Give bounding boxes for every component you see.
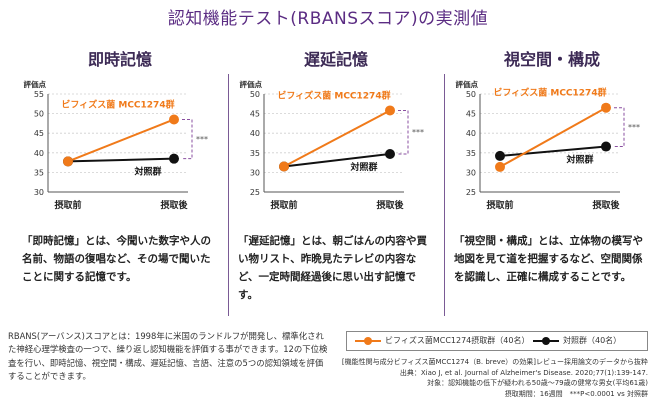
description-delayed-memory: 「遅延記憶」とは、朝ごはんの内容や買い物リスト、昨晩見たテレビの内容など、一定時…: [238, 235, 427, 301]
data-point-treatment: [385, 105, 395, 116]
y-tick-label: 25: [466, 188, 476, 197]
legend-label-control: 対照群（40名）: [563, 336, 622, 345]
y-tick-label: 40: [250, 129, 260, 138]
series-line-treatment: [283, 109, 391, 168]
chart-title: 即時記憶: [87, 50, 152, 69]
y-tick-label: 45: [466, 110, 476, 119]
y-tick-label: 25: [250, 188, 260, 197]
legend-swatch-treatment: [355, 336, 381, 345]
page-title: 認知機能テスト(RBANSスコア)の実測値: [167, 9, 489, 29]
legend: ビフィズス菌MCC1274摂取群（40名） 対照群（40名）: [346, 331, 648, 351]
series-line-control: [283, 152, 391, 168]
y-tick-label: 30: [250, 168, 260, 177]
series-line-treatment: [67, 118, 175, 163]
x-tick-label: 摂取前: [54, 199, 81, 211]
y-tick-label: 35: [34, 168, 44, 177]
series-label-treatment: ビフィズス菌 MCC1274群: [61, 98, 174, 110]
series-label-treatment: ビフィズス菌 MCC1274群: [493, 87, 606, 99]
significance-label: ***: [196, 135, 208, 144]
chart-plot: 評価点 25 30 35 40 45 50 摂取前 摂取後 ビフィズス菌 MCC1274群対照群 *…: [238, 72, 434, 292]
y-tick-label: 45: [34, 129, 44, 138]
panel-visuospatial: 視空間・構成 評価点 25 30 35 40 45 50 摂取前 摂取後 ビフィズス菌 MCC12…: [454, 40, 650, 310]
y-axis-label: 評価点: [456, 79, 479, 89]
divider: [444, 74, 445, 316]
x-tick-label: 摂取後: [376, 199, 404, 211]
data-point-treatment: [601, 102, 611, 113]
data-point-treatment: [279, 161, 289, 172]
y-axis-label: 評価点: [24, 79, 47, 89]
y-tick-label: 50: [34, 110, 44, 119]
x-tick-label: 摂取後: [592, 199, 620, 211]
significance-bracket: [182, 118, 193, 160]
significance-label: ***: [412, 128, 424, 137]
significance-bracket: [614, 107, 625, 148]
legend-item-treatment: ビフィズス菌MCC1274摂取群（40名）: [355, 335, 529, 346]
x-tick-label: 摂取前: [486, 199, 513, 211]
y-tick-label: 55: [34, 90, 44, 99]
y-tick-label: 50: [466, 90, 476, 99]
significance-label: ***: [628, 123, 640, 132]
chart-title: 遅延記憶: [303, 50, 368, 69]
source-line: 摂取期間：16週間 ***P<0.0001 vs 対照群: [504, 389, 648, 398]
y-tick-label: 50: [250, 90, 260, 99]
y-tick-label: 45: [250, 110, 260, 119]
y-tick-label: 40: [34, 149, 44, 158]
x-tick-label: 摂取後: [160, 199, 188, 211]
source-line: 出典：Xiao J, et al. Journal of Alzheimer's…: [399, 368, 648, 377]
chart-plot: 評価点 30 35 40 45 50 55 摂取前 摂取後 ビフィズス菌 MCC1274群対照群 *…: [22, 72, 218, 292]
data-point-control: [601, 141, 611, 152]
description-immediate-memory: 「即時記憶」とは、今聞いた数字や人の名前、物語の復唱など、その場で聞いたことに関…: [22, 235, 211, 283]
significance-bracket: [398, 109, 409, 155]
divider: [228, 74, 229, 316]
data-point-control: [495, 150, 505, 161]
y-tick-label: 35: [466, 149, 476, 158]
y-tick-label: 30: [466, 168, 476, 177]
series-line-treatment: [499, 106, 607, 168]
y-tick-label: 35: [250, 149, 260, 158]
legend-swatch-control: [533, 336, 559, 345]
y-tick-label: 40: [466, 129, 476, 138]
series-label-treatment: ビフィズス菌 MCC1274群: [277, 89, 390, 101]
data-point-treatment: [63, 156, 73, 167]
legend-label-treatment: ビフィズス菌MCC1274摂取群（40名）: [385, 336, 530, 345]
y-tick-label: 30: [34, 188, 44, 197]
rbans-footnote: RBANS(アーバンス)スコアとは：1998年に米国のランドルフが開発し、標準化…: [8, 331, 328, 382]
chart-title: 視空間・構成: [503, 50, 600, 69]
panel-immediate-memory: 即時記憶 評価点 30 35 40 45 50 55 摂取前 摂取後 ビフィズス菌 MCC1274…: [22, 40, 218, 310]
data-point-control: [169, 153, 179, 164]
x-tick-label: 摂取前: [270, 199, 297, 211]
panel-delayed-memory: 遅延記憶 評価点 25 30 35 40 45 50 摂取前 摂取後 ビフィズス菌 MCC1274…: [238, 40, 434, 310]
series-line-control: [67, 157, 175, 163]
series-line-control: [499, 145, 607, 157]
source-line: 対象：認知機能の低下が疑われる50歳〜79歳の健常な男女(平均61歳): [427, 379, 648, 387]
legend-item-control: 対照群（40名）: [533, 335, 621, 346]
source-note: [機能性関与成分ビフィズス菌MCC1274（B. breve）の効果]レビュー採…: [342, 357, 648, 399]
data-point-control: [385, 148, 395, 159]
chart-plot: 評価点 25 30 35 40 45 50 摂取前 摂取後 ビフィズス菌 MCC1274群対照群 *…: [454, 72, 650, 292]
data-point-treatment: [169, 114, 179, 125]
series-label-control: 対照群: [565, 154, 593, 166]
series-label-control: 対照群: [133, 166, 161, 178]
series-label-control: 対照群: [349, 161, 377, 173]
source-line: [機能性関与成分ビフィズス菌MCC1274（B. breve）の効果]レビュー採…: [341, 358, 648, 366]
y-axis-label: 評価点: [240, 79, 263, 89]
data-point-treatment: [495, 161, 505, 172]
description-visuospatial: 「視空間・構成」とは、立体物の模写や地図を見て道を把握するなど、空間関係を認識し…: [454, 235, 643, 283]
